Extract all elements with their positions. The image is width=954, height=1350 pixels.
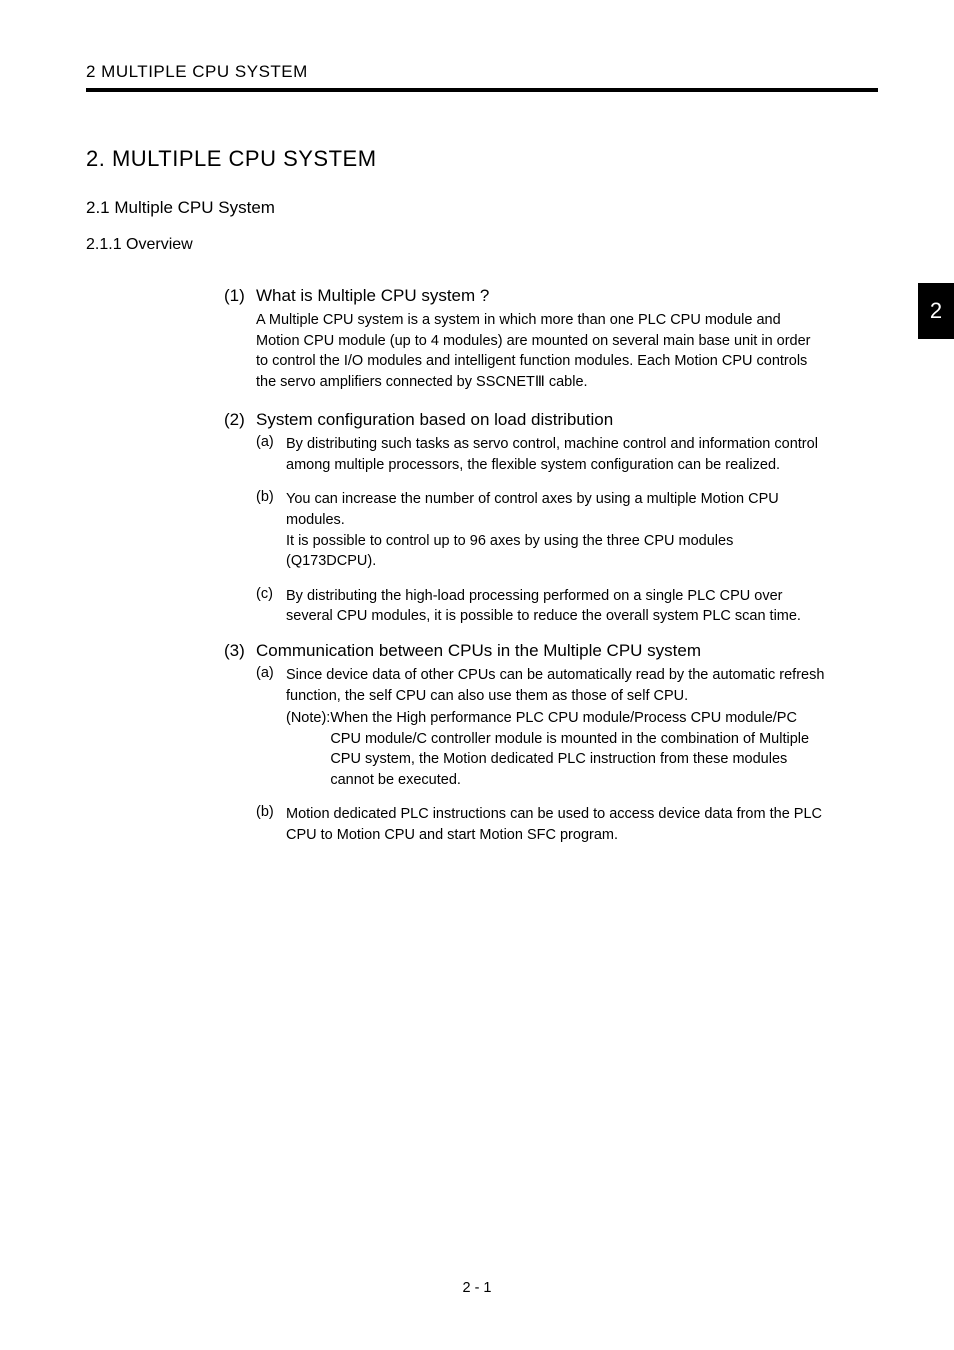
item-3a-note-label: (Note): — [286, 708, 330, 790]
item-2b-line1: You can increase the number of control a… — [286, 491, 779, 528]
item-2b: (b) You can increase the number of contr… — [256, 489, 826, 571]
item-1-header: (1) What is Multiple CPU system ? — [224, 286, 826, 306]
item-3a: (a) Since device data of other CPUs can … — [256, 665, 826, 790]
item-3a-body: Since device data of other CPUs can be a… — [286, 667, 824, 704]
subsection-title: 2.1.1 Overview — [86, 236, 878, 254]
item-3-header: (3) Communication between CPUs in the Mu… — [224, 641, 826, 661]
item-3b: (b) Motion dedicated PLC instructions ca… — [256, 804, 826, 845]
item-2-heading: System configuration based on load distr… — [256, 410, 613, 430]
item-2-header: (2) System configuration based on load d… — [224, 410, 826, 430]
chapter-title: 2. MULTIPLE CPU SYSTEM — [86, 146, 878, 172]
running-header: 2 MULTIPLE CPU SYSTEM — [86, 62, 878, 82]
item-2c-letter: (c) — [256, 586, 286, 627]
item-2a-body: By distributing such tasks as servo cont… — [286, 434, 826, 475]
item-3a-note: (Note): When the High performance PLC CP… — [286, 708, 826, 790]
item-2b-line2: It is possible to control up to 96 axes … — [286, 533, 733, 570]
item-3-heading: Communication between CPUs in the Multip… — [256, 641, 701, 661]
item-3b-letter: (b) — [256, 804, 286, 845]
item-2-num: (2) — [224, 410, 256, 430]
item-3a-letter: (a) — [256, 665, 286, 790]
item-2c: (c) By distributing the high-load proces… — [256, 586, 826, 627]
item-2b-body: You can increase the number of control a… — [286, 489, 826, 571]
section-title: 2.1 Multiple CPU System — [86, 198, 878, 218]
content-block: (1) What is Multiple CPU system ? A Mult… — [224, 286, 826, 846]
chapter-tab: 2 — [918, 283, 954, 339]
item-2a-letter: (a) — [256, 434, 286, 475]
item-2c-body: By distributing the high-load processing… — [286, 586, 826, 627]
item-2a: (a) By distributing such tasks as servo … — [256, 434, 826, 475]
item-3b-body: Motion dedicated PLC instructions can be… — [286, 804, 826, 845]
header-rule — [86, 88, 878, 92]
footer-page-number: 2 - 1 — [0, 1280, 954, 1296]
item-3-num: (3) — [224, 641, 256, 661]
item-1-heading: What is Multiple CPU system ? — [256, 286, 489, 306]
item-1-num: (1) — [224, 286, 256, 306]
item-3a-body-wrap: Since device data of other CPUs can be a… — [286, 665, 826, 790]
item-2b-letter: (b) — [256, 489, 286, 571]
item-1-body: A Multiple CPU system is a system in whi… — [256, 310, 826, 392]
item-3a-note-body: When the High performance PLC CPU module… — [330, 708, 826, 790]
